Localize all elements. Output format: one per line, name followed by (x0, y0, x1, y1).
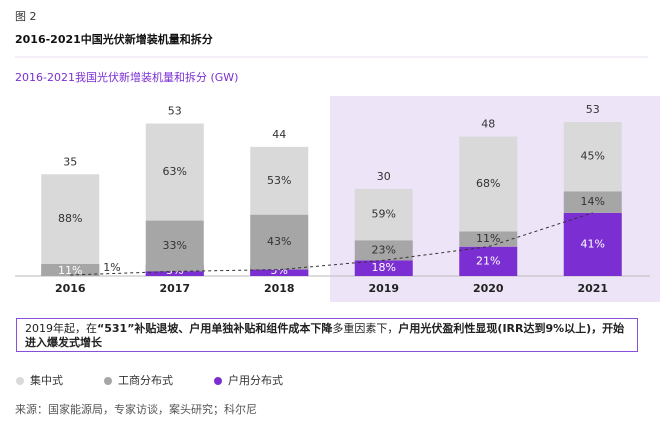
value-label: 33% (163, 239, 187, 252)
value-label: 45% (581, 150, 605, 163)
total-label: 44 (272, 128, 286, 141)
x-tick-label: 2021 (577, 282, 608, 295)
value-label: 1% (103, 261, 120, 274)
annotation-box: 2019年起，在“531”补贴退坡、户用单独补贴和组件成本下降多重因素下，户用光… (16, 318, 638, 352)
total-label: 53 (586, 103, 600, 116)
value-label: 21% (476, 254, 500, 267)
bar-segment (563, 191, 622, 213)
x-tick-label: 2018 (264, 282, 295, 295)
annotation-text: “531”补贴退坡、户用单独补贴和组件成本下降 (97, 322, 333, 335)
legend-swatch (214, 377, 222, 385)
value-label: 53% (267, 174, 291, 187)
bar-segment (459, 246, 518, 276)
bar-segment (250, 214, 309, 270)
source: 来源：国家能源局，专家访谈，案头研究；科尔尼 (15, 402, 257, 416)
annotation-text: 户用光伏盈利性显现(IRR达到9%以上)，开始进入爆发式增长 (25, 322, 625, 349)
value-label: 59% (372, 208, 396, 221)
value-label: 88% (58, 212, 82, 225)
legend-label: 集中式 (30, 373, 63, 387)
bar-segment (145, 123, 204, 221)
total-label: 53 (168, 105, 182, 118)
figure-label: 图 2 (15, 10, 37, 23)
bar-segment (354, 260, 413, 276)
legend-swatch (104, 377, 112, 385)
x-tick-label: 2016 (55, 282, 86, 295)
x-tick-label: 2019 (368, 282, 399, 295)
value-label: 43% (267, 235, 291, 248)
value-label: 23% (372, 243, 396, 256)
total-label: 35 (63, 155, 77, 168)
bar-segment (563, 122, 622, 192)
bar-segment (563, 212, 622, 276)
label-bg (41, 265, 100, 276)
value-label: 11% (476, 232, 500, 245)
bar-segment (354, 188, 413, 241)
x-tick-label: 2020 (473, 282, 504, 295)
value-label: 11% (58, 264, 82, 277)
value-label: 18% (372, 261, 396, 274)
bar-segment (41, 174, 100, 264)
value-label: 41% (581, 237, 605, 250)
bar-segment (459, 231, 518, 247)
value-label: 14% (581, 195, 605, 208)
value-label: 63% (163, 165, 187, 178)
legend-label: 工商分布式 (118, 373, 173, 387)
legend-label: 户用分布式 (228, 373, 283, 387)
label-bg (250, 265, 309, 276)
bar-segment (459, 136, 518, 232)
x-tick-label: 2017 (159, 282, 190, 295)
chart-title: 2016-2021中国光伏新增装机量和拆分 (15, 32, 213, 46)
legend-swatch (16, 377, 24, 385)
bar-segment (250, 146, 309, 215)
chart-subtitle: 2016-2021我国光伏新增装机量和拆分 (GW) (15, 70, 238, 84)
bar-segment (145, 220, 204, 272)
total-label: 48 (481, 118, 495, 131)
total-label: 30 (377, 170, 391, 183)
annotation-text: 多重因素下， (332, 322, 399, 335)
bar-segment (354, 240, 413, 261)
annotation-text: 2019年起，在 (25, 322, 97, 335)
value-label: 68% (476, 177, 500, 190)
